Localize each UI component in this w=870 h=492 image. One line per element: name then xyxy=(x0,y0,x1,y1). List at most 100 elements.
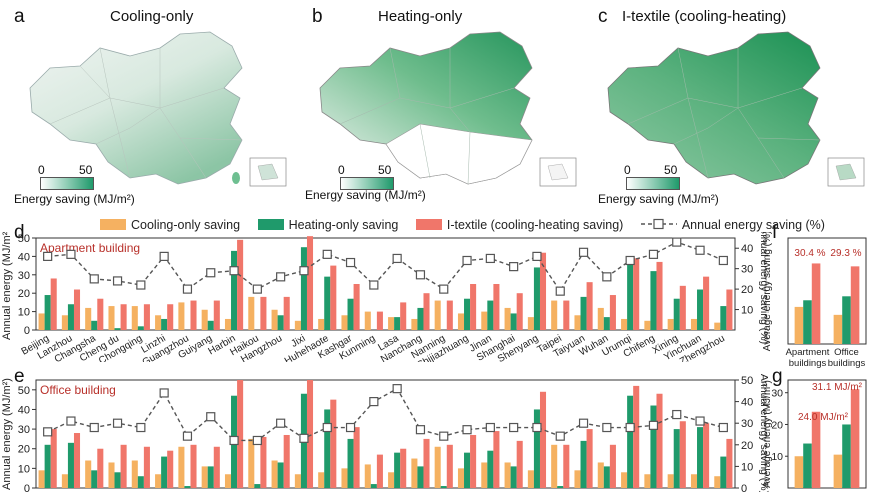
chart-avg-saving-percent: Average energy saving (%) 30.4 % Apartment… xyxy=(762,232,867,369)
bar-itextile xyxy=(470,284,477,330)
bar-itextile xyxy=(609,295,616,330)
y-tick-label: 30 xyxy=(18,270,30,282)
y-tick-label: 40 xyxy=(18,404,30,416)
bar-itextile xyxy=(850,389,860,488)
bar-itextile xyxy=(353,284,360,330)
y2-tick-label: 30 xyxy=(741,418,753,430)
chart-subtitle: Apartment building xyxy=(40,241,140,255)
y-tick-label: 10 xyxy=(771,451,783,463)
bar-heating xyxy=(580,296,587,330)
bar-itextile xyxy=(811,411,821,488)
map-legend-max-cooling: 50 xyxy=(79,163,93,177)
y2-tick-label: 50 xyxy=(741,375,753,387)
annual-saving-point xyxy=(695,245,705,255)
bar-cooling xyxy=(294,320,301,330)
annual-saving-point xyxy=(276,272,286,282)
bar-itextile xyxy=(811,263,821,344)
annual-saving-point xyxy=(43,251,53,261)
annual-saving-point xyxy=(485,422,495,433)
bar-itextile xyxy=(190,444,197,488)
bar-heating xyxy=(300,247,307,330)
chart-subtitle: Office building xyxy=(40,383,116,397)
bar-itextile xyxy=(679,421,686,488)
bar-itextile xyxy=(493,284,500,330)
legend-label-cooling: Cooling-only saving xyxy=(131,218,241,232)
bar-heating xyxy=(673,298,680,330)
bar-heating xyxy=(803,300,812,344)
bar-heating xyxy=(533,409,540,488)
bar-cooling xyxy=(597,307,604,330)
panel-letter-c: c xyxy=(598,6,608,27)
legend-item-annual: Annual energy saving (%) xyxy=(640,218,825,232)
y2-tick-label: 0 xyxy=(741,483,747,492)
y-tick-label: 10 xyxy=(18,307,30,319)
chart-office: 0 10 20 30 40 50 0 10 20 30 40 50 Annual energy (MJ/… xyxy=(1,374,770,492)
bar-heating xyxy=(650,271,657,330)
bar-itextile xyxy=(586,429,593,488)
bar-cooling xyxy=(388,317,395,330)
bar-cooling xyxy=(108,306,115,330)
bar-cooling xyxy=(527,317,534,330)
map-itextile xyxy=(607,31,865,187)
annual-saving-point xyxy=(509,422,519,433)
bar-heating xyxy=(44,444,51,488)
bar-itextile xyxy=(260,436,267,488)
bar-itextile xyxy=(446,444,453,488)
chart-apartment: 0 10 20 30 40 50 10 20 30 40 Annual energy (MJ/m²)… xyxy=(1,232,770,362)
bar-itextile xyxy=(726,289,733,330)
bar-heating xyxy=(161,456,168,488)
bar-cooling xyxy=(155,315,162,330)
bar-heating xyxy=(67,442,74,488)
bar-itextile xyxy=(423,293,430,330)
annual-saving-point xyxy=(299,266,309,276)
bar-cooling xyxy=(341,315,348,330)
plot-frame xyxy=(35,237,736,331)
bar-heating xyxy=(394,317,401,330)
bar-cooling xyxy=(667,474,674,488)
bar-itextile xyxy=(213,300,220,330)
annual-saving-point xyxy=(602,422,612,433)
data-label: 29.3 % xyxy=(830,248,861,259)
bar-itextile xyxy=(376,454,383,488)
x-tick-label: Apartment xyxy=(786,347,830,358)
annual-saving-point xyxy=(695,416,705,426)
bar-itextile xyxy=(120,304,127,330)
map-legend-min-heating: 0 xyxy=(338,163,345,177)
annual-saving-point xyxy=(229,435,239,446)
x-tick-label: buildings xyxy=(828,358,866,369)
y2-tick-label: 40 xyxy=(741,397,753,409)
legend-label-itextile: I-textile (cooling-heating saving) xyxy=(446,218,624,232)
bar-heating xyxy=(347,438,354,488)
bar-itextile xyxy=(470,434,477,488)
bar-heating xyxy=(394,452,401,488)
bar-cooling xyxy=(248,438,255,488)
bar-cooling xyxy=(667,318,674,330)
annual-saving-line xyxy=(47,241,724,293)
bar-itextile xyxy=(539,391,547,488)
bar-heating xyxy=(603,317,610,330)
map-legend-min-cooling: 0 xyxy=(38,163,45,177)
bar-itextile xyxy=(563,444,570,488)
bar-cooling xyxy=(178,446,185,488)
annual-saving-point xyxy=(648,420,659,430)
map-title-heating: Heating-only xyxy=(378,8,463,25)
annual-saving-point xyxy=(462,425,472,435)
annual-saving-point xyxy=(625,422,635,433)
annual-saving-point xyxy=(182,431,193,441)
bar-heating xyxy=(91,470,98,488)
bar-cooling xyxy=(318,472,325,488)
bar-heating xyxy=(324,409,331,488)
bar-itextile xyxy=(306,236,314,330)
annual-saving-point xyxy=(672,237,682,247)
bar-cooling xyxy=(224,474,232,488)
bar-cooling xyxy=(527,470,534,488)
bar-itextile xyxy=(260,296,267,330)
panel-letter-b: b xyxy=(312,6,323,27)
bar-heating xyxy=(487,450,494,488)
bar-itextile xyxy=(563,300,570,330)
annual-saving-point xyxy=(252,435,262,446)
plot-frame xyxy=(35,379,736,489)
panel-letter-d: d xyxy=(14,222,25,243)
bar-heating xyxy=(697,289,704,330)
